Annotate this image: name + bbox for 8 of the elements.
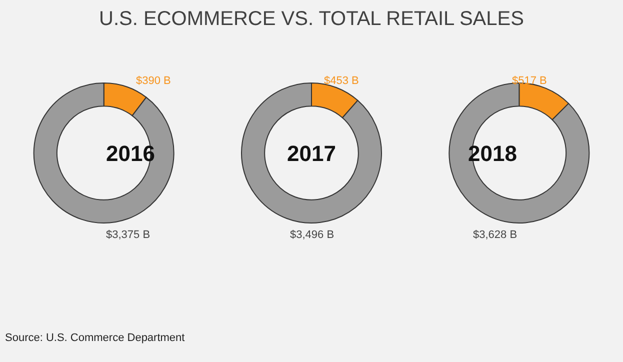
data-label: $3,496 B <box>290 229 334 241</box>
text: 2017 <box>287 141 336 166</box>
source-note: Source: U.S. Commerce Department <box>5 332 185 344</box>
text: U.S. ECOMMERCE VS. TOTAL RETAIL SALES <box>99 8 524 30</box>
data-label: $453 B <box>324 75 359 87</box>
data-label: $3,375 B <box>106 229 150 241</box>
data-label: $390 B <box>136 75 171 87</box>
data-label: $3,628 B <box>473 229 518 241</box>
